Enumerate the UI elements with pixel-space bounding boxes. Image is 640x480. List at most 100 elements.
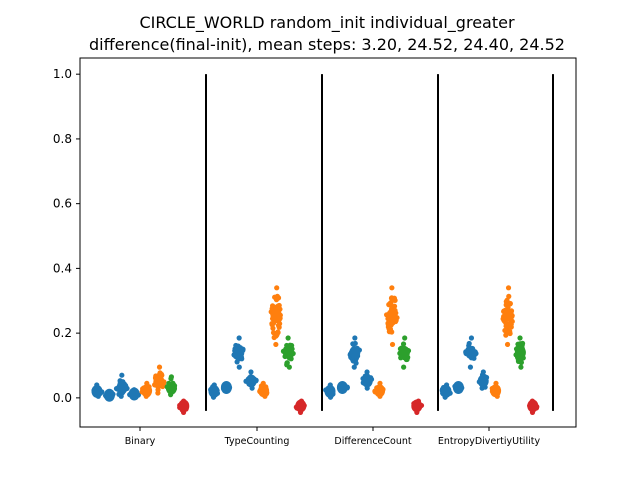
data-point-cluster: [386, 308, 398, 322]
data-point: [389, 341, 396, 348]
plot-frame: [79, 57, 577, 428]
data-point-cluster: [153, 375, 165, 389]
data-point: [277, 321, 283, 327]
data-point: [236, 364, 242, 370]
strip-Binary-3: [127, 387, 141, 401]
strip-TypeCounting-6: [280, 335, 296, 370]
data-point-cluster: [465, 346, 477, 360]
data-point: [271, 334, 277, 341]
data-point-cluster: [452, 381, 464, 395]
data-point: [352, 335, 358, 341]
data-point: [351, 364, 357, 370]
chart-title-line2: difference(final-init), mean steps: 3.20…: [89, 35, 565, 54]
y-axis: 0.0 0.2 0.4 0.6 0.8 1.0: [53, 67, 80, 405]
data-point: [467, 364, 474, 370]
strip-EntropyDivertiyUtility-1: [452, 381, 465, 395]
data-point: [504, 297, 510, 303]
data-point: [502, 327, 508, 334]
y-tick-label: 0.2: [53, 326, 72, 340]
data-point: [270, 330, 277, 336]
data-point: [503, 323, 509, 329]
data-point-cluster: [490, 384, 502, 398]
data-point-cluster: [233, 346, 245, 360]
chart-title-line1: CIRCLE_WORLD random_init individual_grea…: [139, 13, 515, 33]
data-point-cluster: [270, 308, 282, 322]
data-point: [387, 327, 393, 333]
group-separators: [205, 74, 554, 411]
data-point-cluster: [411, 399, 423, 413]
x-category-label: Binary: [125, 436, 156, 447]
data-point-cluster: [282, 346, 294, 360]
strip-EntropyDivertiyUtility-4: [489, 380, 502, 399]
x-category-label: TypeCounting: [224, 436, 290, 447]
strip-DifferenceCount-6: [397, 335, 412, 370]
strip-Binary-4: [139, 380, 153, 399]
strip-Binary-1: [102, 388, 116, 402]
data-point-cluster: [527, 399, 539, 413]
data-point: [274, 285, 280, 291]
strip-TypeCounting-7: [293, 398, 307, 416]
strip-EntropyDivertiyUtility-0: [439, 382, 453, 400]
strip-DifferenceCount-4: [372, 380, 386, 399]
strip-EntropyDivertiyUtility-7: [527, 398, 540, 416]
strip-Binary-5: [152, 364, 167, 396]
data-point-cluster: [374, 384, 386, 398]
strip-TypeCounting-1: [220, 381, 233, 395]
data-point: [517, 341, 523, 347]
data-point-cluster: [361, 374, 373, 388]
data-point: [503, 332, 509, 338]
data-point: [350, 341, 357, 347]
strip-DifferenceCount-5: [383, 285, 400, 348]
data-point: [270, 325, 276, 331]
strip-DifferenceCount-1: [336, 381, 350, 395]
strip-TypeCounting-5: [268, 285, 283, 348]
data-point-cluster: [103, 388, 115, 402]
data-point: [389, 285, 395, 291]
data-point: [353, 360, 359, 366]
strip-DifferenceCount-0: [323, 382, 336, 400]
data-point: [275, 295, 282, 301]
strip-TypeCounting-4: [257, 380, 270, 399]
data-point: [506, 293, 512, 299]
data-point: [505, 285, 512, 291]
strip-EntropyDivertiyUtility-3: [476, 369, 490, 391]
x-category-label: EntropyDivertiyUtility: [438, 436, 541, 447]
strip-Binary-7: [177, 398, 190, 416]
strip-Binary-6: [164, 374, 178, 398]
data-point-cluster: [128, 387, 140, 401]
x-category-label: DifferenceCount: [334, 436, 411, 447]
strip-Binary-0: [91, 382, 105, 399]
data-point: [272, 294, 278, 300]
y-tick-label: 0.6: [53, 197, 72, 211]
data-point-cluster: [349, 346, 361, 360]
data-point-cluster: [208, 384, 220, 398]
data-point: [389, 303, 395, 310]
data-point-cluster: [324, 384, 336, 398]
data-point: [517, 335, 523, 341]
data-point-cluster: [116, 381, 128, 395]
data-point: [518, 364, 524, 370]
y-tick-label: 1.0: [53, 67, 72, 81]
data-point: [390, 295, 397, 302]
data-point: [273, 341, 279, 348]
data-point: [389, 320, 395, 326]
strip-DifferenceCount-3: [360, 369, 375, 391]
data-point: [168, 376, 174, 382]
data-point-cluster: [398, 346, 410, 360]
data-point: [284, 360, 290, 366]
data-point-cluster: [336, 381, 348, 395]
data-point: [236, 335, 242, 341]
data-point-cluster: [477, 374, 489, 388]
strip-DifferenceCount-2: [347, 335, 363, 370]
data-point: [468, 335, 475, 341]
data-point-cluster: [178, 399, 190, 413]
data-point: [400, 341, 407, 347]
x-axis: Binary TypeCounting DifferenceCount Entropy…: [125, 427, 541, 447]
y-tick-label: 0.8: [53, 132, 72, 146]
strip-Binary-2: [113, 372, 130, 399]
data-point-cluster: [91, 384, 103, 398]
strip-TypeCounting-3: [243, 369, 259, 391]
data-point: [285, 335, 291, 341]
strip-TypeCounting-0: [208, 382, 221, 400]
